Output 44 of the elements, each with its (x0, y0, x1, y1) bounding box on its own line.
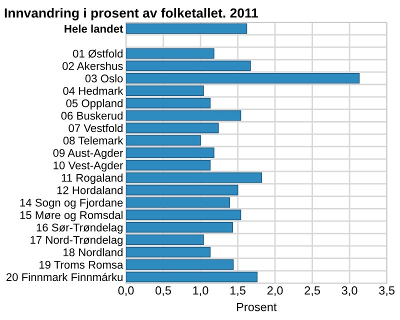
bar (126, 60, 251, 72)
bar (126, 234, 204, 245)
y-tick-label: 10 Vest-Agder (54, 161, 124, 172)
y-tick-label: 15 Møre og Romsdal (20, 210, 122, 222)
bar (126, 246, 211, 258)
y-tick-label: 08 Telemark (63, 136, 124, 145)
y-tick-label: 09 Aust-Agder (53, 148, 124, 160)
bar (126, 98, 211, 108)
y-tick-label: 12 Hordaland (57, 186, 123, 194)
x-axis-title: Prosent (237, 302, 277, 312)
y-tick-label: 07 Vestfold (68, 124, 123, 132)
y-tick-label: 20 Finnmark Finnmárku (6, 272, 122, 282)
x-tick-label: 3,5 (379, 286, 395, 296)
y-tick-label: 06 Buskerud (61, 112, 123, 120)
x-tick-label: 1,5 (230, 286, 246, 296)
y-tick-label: 17 Nord-Trøndelag (30, 236, 123, 246)
chart-title: Innvandring i prosent av folketallet. 2011 (4, 8, 258, 20)
x-tick-label: 0,5 (156, 286, 171, 296)
x-tick-label: 0,0 (118, 286, 134, 296)
bar (126, 210, 242, 220)
x-tick-label: 1,0 (193, 286, 208, 296)
y-tick-label: 14 Sogn og Fjordane (20, 198, 123, 209)
bar (126, 160, 211, 170)
y-tick-label: Hele landet (64, 24, 124, 33)
y-tick-label: 16 Sør-Trøndelag (36, 223, 123, 234)
bar (126, 135, 201, 146)
y-tick-label: 05 Oppland (66, 99, 123, 110)
bar (126, 222, 233, 233)
y-tick-label: 01 Østfold (73, 49, 123, 58)
bar (126, 148, 214, 158)
y-tick-label: 02 Akershus (62, 62, 123, 70)
y-tick-label: 18 Nordland (64, 248, 123, 256)
y-tick-label: 19 Troms Romsa (39, 260, 124, 269)
x-tick-label: 2,0 (267, 286, 283, 296)
y-tick-label: 11 Rogaland (62, 174, 123, 184)
bar (126, 48, 214, 59)
bar (126, 23, 248, 34)
y-tick-label: 03 Oslo (85, 74, 123, 82)
y-tick-label: 04 Hedmark (63, 86, 124, 95)
bar (126, 73, 360, 84)
x-tick-label: 3,0 (342, 286, 358, 296)
bar (126, 85, 204, 96)
x-tick-label: 2,5 (304, 286, 320, 296)
bar (126, 172, 262, 183)
